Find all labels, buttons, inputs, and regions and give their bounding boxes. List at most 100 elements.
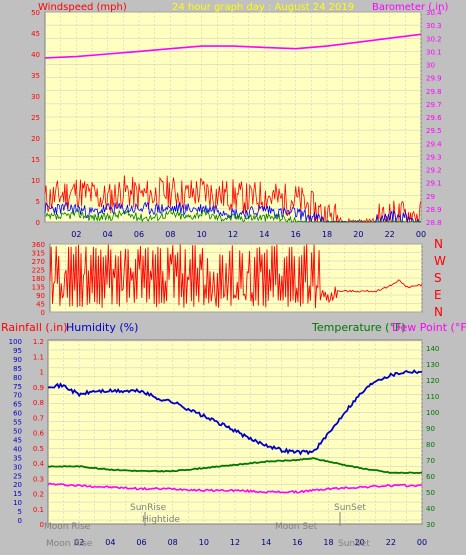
direction-tick-label: 90 [36,292,45,300]
humidity-tick-label: 60 [13,410,22,418]
temperature-tick-label: 50 [426,489,435,497]
barometer-tick-label: 28.8 [426,219,442,227]
humidity-tick-label: 35 [13,454,22,462]
wind-baro-axes: 28.8 28.9 29 29.1 29.2 29.3 29.4 29.5 29.6 29.7 29… [31,9,442,239]
direction-tick-label: 225 [32,267,45,275]
humidity-tick-label: 15 [13,490,22,498]
barometer-tick-label: 29 [426,193,435,201]
bottom-x-tick-label: 20 [355,538,365,547]
compass-label-n-bottom: N [434,305,443,319]
bottom-x-tick-label: 02 [74,538,84,547]
windspeed-tick-label: 50 [31,9,40,17]
rainfall-tick-label: 0.6 [33,430,45,438]
barometer-tick-label: 29.5 [426,127,442,135]
temperature-tick-label: 60 [426,473,435,481]
direction-tick-label: 45 [36,301,45,309]
sunset-label-top: SunSet [334,503,366,513]
rainfall-tick-label: 0.1 [33,506,44,514]
humidity-tick-label: 85 [13,365,22,373]
bottom-x-tick-label: 04 [105,538,115,547]
barometer-tick-label: 30 [426,62,435,70]
rainfall-tick-label: 0.8 [33,399,44,407]
windspeed-tick-label: 40 [31,51,40,59]
rainfall-tick-label: 0.4 [33,460,45,468]
moon-rise-label-top: Moon Rise [44,522,91,532]
humidity-tick-label: 30 [13,463,22,471]
direction-tick-label: 0 [41,309,45,317]
humidity-temp-series [47,369,423,494]
humidity-tick-label: 65 [13,401,22,409]
bottom-x-tick-label: 16 [292,538,302,547]
top-x-tick-label: 08 [165,230,175,239]
temperature-tick-label: 130 [426,361,439,369]
top-x-tick-label: 20 [353,230,363,239]
temperature-tick-label: 70 [426,457,435,465]
humidity-temp-axes: 0510152025303540455055606570758085909510… [9,338,440,547]
top-x-tick-label: 22 [385,230,395,239]
compass-label-n-top: N [434,237,443,251]
direction-tick-label: 135 [32,284,45,292]
barometer-tick-label: 30.2 [426,35,442,43]
temperature-tick-label: 80 [426,441,435,449]
direction-tick-label: 360 [32,241,45,249]
top-x-tick-label: 16 [291,230,301,239]
rainfall-tick-label: 0.2 [33,491,44,499]
gust-series-line [44,201,422,223]
barometer-axis-title: Barometer (.in) [372,2,448,13]
dewpoint-series-line [47,482,422,494]
windspeed-tick-label: 20 [31,135,40,143]
barometer-tick-label: 29.1 [426,180,442,188]
humidity-tick-label: 10 [13,499,22,507]
astro-markers: Moon Rise Moon Rise SunRise Hightide Moo… [44,503,370,549]
temperature-tick-label: 40 [426,505,435,513]
chart-title: 24 hour graph day : August 24 2019 [172,2,354,13]
rainfall-axis-title: Rainfall (.in) [1,321,68,334]
rainfall-tick-label: 1.1 [33,353,44,361]
bottom-x-tick-label: 14 [261,538,271,547]
humidity-axis-title: Humidity (%) [66,321,138,334]
bottom-x-tick-label: 06 [136,538,146,547]
temperature-axis-title: Temperature (°F) [311,321,406,334]
hightide-label: Hightide [142,515,180,525]
top-x-tick-label: 00 [416,230,426,239]
compass-labels: N W S E N [434,237,446,319]
temperature-tick-label: 100 [426,409,439,417]
barometer-tick-label: 29.3 [426,153,442,161]
sunset-label-bottom: SunSet [338,539,370,549]
humidity-tick-label: 70 [13,392,22,400]
windspeed-tick-label: 15 [31,156,40,164]
humidity-tick-label: 95 [13,347,22,355]
humidity-tick-label: 50 [13,428,22,436]
temperature-tick-label: 120 [426,377,439,385]
top-x-tick-label: 10 [197,230,207,239]
compass-label-e: E [434,288,442,302]
top-x-tick-label: 06 [134,230,144,239]
bottom-x-tick-label: 22 [386,538,396,547]
direction-series [49,244,423,309]
windspeed-tick-label: 10 [31,177,40,185]
barometer-tick-label: 30.1 [426,48,442,56]
humidity-tick-label: 20 [13,481,22,489]
humidity-tick-label: 55 [13,419,22,427]
barometer-tick-label: 29.4 [426,140,442,148]
rainfall-tick-label: 0 [40,521,44,529]
barometer-tick-label: 29.9 [426,75,442,83]
bottom-x-tick-label: 00 [417,538,427,547]
wind-baro-series [44,33,422,224]
direction-series-line [49,244,423,309]
bottom-x-tick-label: 18 [323,538,333,547]
barometer-tick-label: 29.8 [426,88,442,96]
compass-label-w: W [434,254,446,268]
top-x-tick-label: 04 [103,230,113,239]
humidity-tick-label: 90 [13,356,22,364]
moon-set-label: Moon Set [275,522,318,532]
barometer-tick-label: 29.6 [426,114,442,122]
windspeed-tick-label: 5 [36,198,40,206]
windspeed-tick-label: 30 [31,93,40,101]
windspeed-tick-label: 45 [31,30,40,38]
temperature-tick-label: 110 [426,393,439,401]
wind-baro-grid [45,11,422,223]
humidity-series-line [47,369,423,456]
top-x-tick-label: 14 [259,230,269,239]
